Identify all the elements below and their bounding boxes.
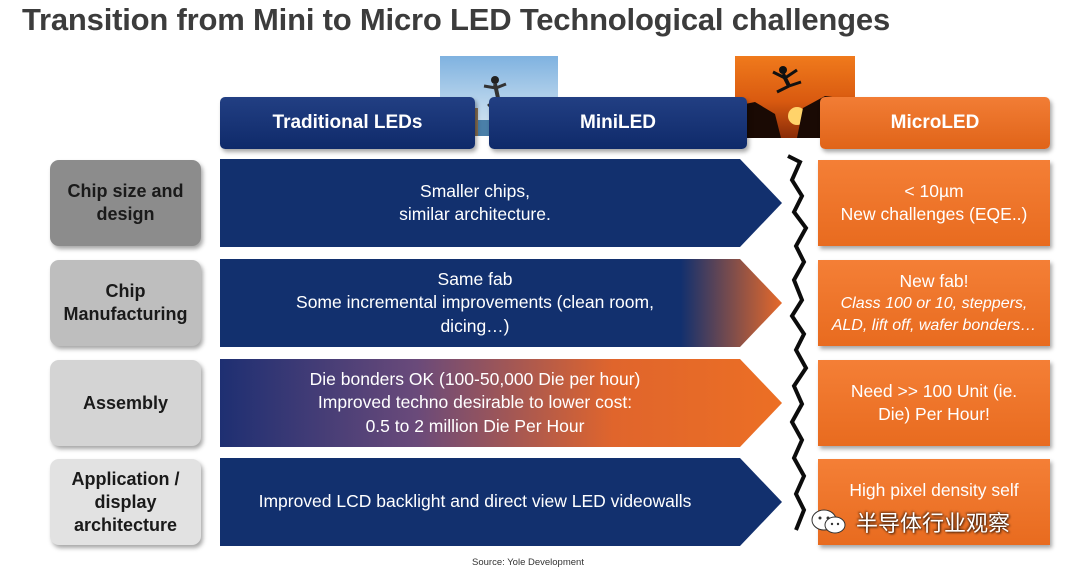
source-note: Source: Yole Development: [472, 557, 584, 568]
row-label-line: architecture: [73, 514, 178, 535]
watermark: 半导体行业观察: [810, 506, 1010, 538]
arrow-text-line: similar architecture.: [399, 204, 551, 224]
micro-text-line-italic: ALD, lift off, wafer bonders…: [831, 316, 1037, 334]
arrow-text-line: Improved techno desirable to lower cost:: [317, 392, 633, 413]
row-label-application: Application / display architecture: [50, 459, 201, 545]
micro-text-line: New fab!: [899, 270, 969, 291]
arrow-chip-manufacturing: Same fab Some incremental improvements (…: [220, 259, 782, 347]
micro-text-line: < 10µm: [904, 181, 964, 201]
watermark-text: 半导体行业观察: [856, 511, 1011, 536]
arrow-text-line: Same fab: [437, 268, 513, 289]
arrow-text-line: Improved LCD backlight and direct view L…: [258, 491, 692, 512]
wechat-icon: [811, 509, 846, 534]
micro-text-line: New challenges (EQE..): [840, 204, 1028, 224]
row-label-line: Chip size and: [67, 181, 184, 201]
row-label-line: Manufacturing: [63, 304, 188, 324]
row-label-line: design: [96, 204, 155, 224]
header-miniled: MiniLED: [489, 97, 747, 149]
microled-chip-size: < 10µm New challenges (EQE..): [818, 160, 1050, 246]
micro-text-line-italic: Class 100 or 10, steppers,: [840, 294, 1028, 312]
arrow-text-line: dicing…): [440, 315, 510, 336]
arrow-text-line: 0.5 to 2 million Die Per Hour: [365, 415, 585, 436]
crack-divider: [787, 154, 809, 531]
row-label-line: Assembly: [82, 392, 169, 413]
microled-application: High pixel density self: [818, 459, 1050, 545]
micro-text-line: Need >> 100 Unit (ie.: [850, 381, 1018, 401]
header-traditional-leds: Traditional LEDs: [220, 97, 475, 149]
row-label-chip-size: Chip size and design: [50, 160, 201, 246]
arrow-chip-size: Smaller chips, similar architecture.: [220, 159, 782, 247]
header-microled: MicroLED: [820, 97, 1050, 149]
arrow-assembly: Die bonders OK (100-50,000 Die per hour)…: [220, 359, 782, 447]
arrow-application: Improved LCD backlight and direct view L…: [220, 458, 782, 546]
microled-chip-manufacturing: New fab! Class 100 or 10, steppers, ALD,…: [818, 260, 1050, 346]
row-label-line: display: [94, 491, 157, 512]
arrow-text-line: Die bonders OK (100-50,000 Die per hour): [309, 368, 641, 389]
micro-text-line: Die) Per Hour!: [878, 404, 990, 424]
arrow-text-line: Some incremental improvements (clean roo…: [296, 292, 654, 313]
row-label-line: Chip: [105, 281, 146, 301]
row-label-assembly: Assembly: [50, 360, 201, 446]
row-label-line: Application /: [71, 468, 180, 489]
microled-assembly: Need >> 100 Unit (ie. Die) Per Hour!: [818, 360, 1050, 446]
arrow-text-line: Smaller chips,: [420, 180, 530, 201]
micro-text-line: High pixel density self: [849, 480, 1019, 500]
slide-title: Transition from Mini to Micro LED Techno…: [22, 2, 890, 37]
row-label-chip-manufacturing: Chip Manufacturing: [50, 260, 201, 346]
